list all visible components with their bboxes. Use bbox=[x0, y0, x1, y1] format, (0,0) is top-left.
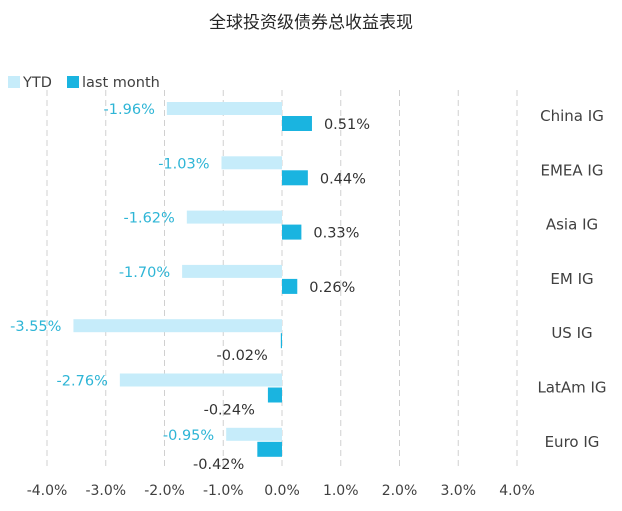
x-tick-label: -1.0% bbox=[203, 483, 244, 499]
last-month-bars: 0.51% 0.44% 0.33% 0.26% -0.02% -0.24% -0.42% bbox=[193, 116, 370, 473]
bar-ytd bbox=[73, 319, 282, 333]
legend-label-last-month: last month bbox=[82, 75, 160, 91]
data-label-last-month: 0.51% bbox=[324, 117, 370, 133]
data-label-last-month: -0.02% bbox=[217, 348, 268, 364]
data-label-last-month: -0.42% bbox=[193, 457, 244, 473]
category-label: LatAm IG bbox=[537, 379, 606, 397]
bar-ytd bbox=[119, 373, 282, 387]
bar-last-month bbox=[257, 441, 282, 457]
legend-label-ytd: YTD bbox=[22, 75, 52, 91]
ytd-bars: -1.96% -1.03% -1.62% -1.70% -3.55% -2.76% -0.9… bbox=[10, 102, 282, 444]
bar-last-month bbox=[282, 278, 298, 294]
x-tick-label: 1.0% bbox=[323, 483, 359, 499]
bar-last-month bbox=[280, 333, 282, 349]
bar-ytd bbox=[166, 102, 282, 115]
x-tick-labels: -4.0% -3.0% -2.0% -1.0% 0.0% 1.0% 2.0% 3.0% 4.0% bbox=[27, 483, 535, 499]
category-label: China IG bbox=[540, 107, 604, 125]
data-label-last-month: -0.24% bbox=[204, 403, 255, 419]
bar-last-month bbox=[282, 116, 312, 131]
category-label: EM IG bbox=[550, 270, 593, 288]
x-tick-label: 0.0% bbox=[264, 483, 300, 499]
bar-last-month bbox=[282, 224, 302, 240]
data-label-last-month: 0.33% bbox=[313, 226, 359, 242]
category-labels: China IG EMEA IG Asia IG EM IG US IG LatAm IG… bbox=[537, 107, 606, 451]
x-tick-label: -4.0% bbox=[27, 483, 68, 499]
data-label-ytd: -2.76% bbox=[57, 374, 108, 390]
bar-ytd bbox=[221, 156, 282, 170]
legend: YTD last month bbox=[8, 75, 160, 91]
bar-ytd bbox=[182, 264, 282, 278]
x-tick-label: -2.0% bbox=[144, 483, 185, 499]
data-label-last-month: 0.26% bbox=[309, 280, 355, 296]
category-label: US IG bbox=[551, 324, 592, 342]
x-tick-label: 3.0% bbox=[440, 483, 476, 499]
bar-ytd bbox=[226, 427, 282, 441]
bar-last-month bbox=[282, 170, 308, 186]
x-tick-label: 4.0% bbox=[499, 483, 535, 499]
data-label-ytd: -1.70% bbox=[119, 265, 170, 281]
chart-title: 全球投资级债券总收益表现 bbox=[209, 13, 413, 33]
data-label-ytd: -1.62% bbox=[124, 211, 175, 227]
data-label-ytd: -1.96% bbox=[104, 102, 155, 118]
category-label: EMEA IG bbox=[541, 161, 604, 179]
x-tick-label: -3.0% bbox=[85, 483, 126, 499]
category-label: Euro IG bbox=[545, 433, 600, 451]
x-tick-label: 2.0% bbox=[382, 483, 418, 499]
bar-ytd bbox=[186, 210, 282, 224]
data-label-ytd: -1.03% bbox=[158, 156, 209, 172]
data-label-ytd: -0.95% bbox=[163, 428, 214, 444]
data-label-ytd: -3.55% bbox=[10, 319, 61, 335]
bar-last-month bbox=[267, 387, 282, 403]
data-label-last-month: 0.44% bbox=[320, 171, 366, 187]
category-label: Asia IG bbox=[546, 216, 598, 234]
legend-swatch-ytd bbox=[8, 76, 20, 88]
legend-swatch-last-month bbox=[67, 76, 79, 88]
